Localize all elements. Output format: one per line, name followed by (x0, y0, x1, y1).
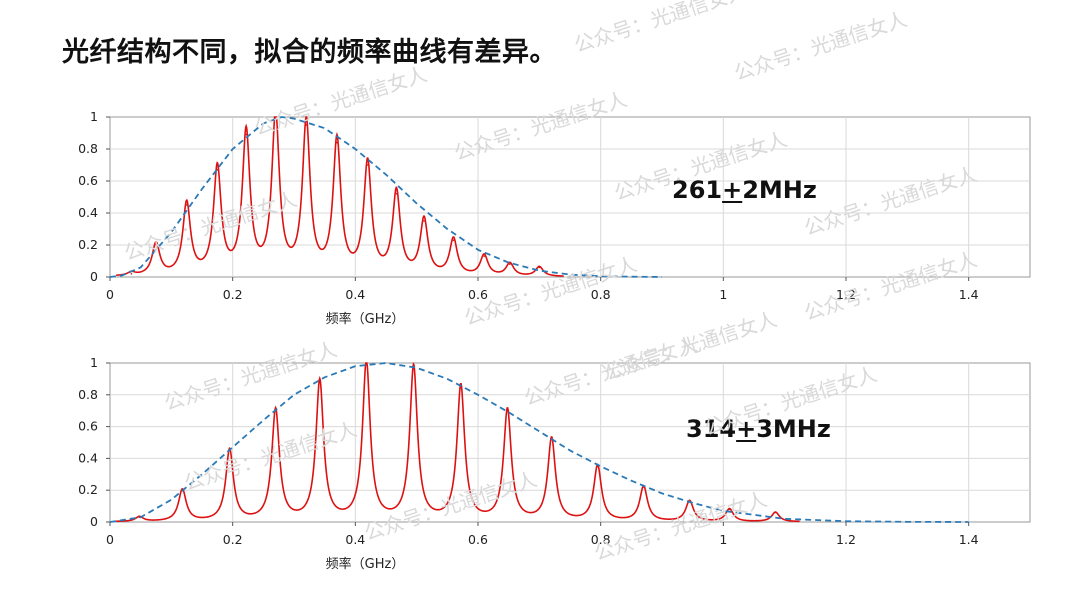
peak-point (366, 164, 369, 166)
x-tick-label: 1.4 (959, 287, 979, 302)
x-tick-label: 0 (106, 532, 114, 547)
watermark: 公众号：光通信女人 (571, 0, 750, 58)
x-tick-label: 0.6 (468, 532, 488, 547)
y-tick-label: 0.8 (78, 141, 98, 156)
y-tick-label: 0.8 (78, 387, 98, 402)
chart-bottom: 0 0.2 0.4 0.6 0.8 1 1.2 1.4 0 0.2 0.4 0.6 0.8 1 频率（GHz… (78, 355, 1031, 572)
x-tick-label: 1 (719, 532, 727, 547)
peak-point (452, 239, 455, 241)
peak-point (216, 169, 219, 171)
x-tick-label: 1.2 (836, 532, 856, 547)
x-tick-label: 0.8 (591, 532, 611, 547)
peak-point (538, 266, 541, 269)
chart-top: 0 0.2 0.4 0.6 0.8 1 1.2 1.4 0 0.2 0.4 0.6 0.8 1 频率（GHz… (78, 109, 1031, 327)
x-tick-label: 0.6 (468, 287, 488, 302)
plot-area (109, 116, 1031, 278)
peak-point (245, 133, 247, 136)
x-tick-label: 1 (719, 287, 727, 302)
plot-area (109, 362, 1031, 523)
y-tick-label: 0.4 (78, 205, 98, 220)
y-tick-label: 1 (90, 109, 98, 124)
peak-point (483, 255, 485, 257)
y-tick-label: 0.6 (78, 419, 98, 434)
series-peaks-line (116, 116, 564, 277)
peak-point (185, 204, 188, 206)
x-tick-label: 1.4 (959, 532, 979, 547)
series-envelope-line (109, 362, 969, 523)
x-axis-label: 频率（GHz） (326, 556, 405, 572)
y-tick-label: 0.6 (78, 173, 98, 188)
y-tick-label: 0.2 (78, 237, 98, 252)
series-envelope-line (109, 116, 663, 278)
peak-point (509, 263, 511, 265)
x-tick-label: 0.2 (223, 532, 243, 547)
peak-point (395, 193, 398, 195)
y-tick-label: 0 (90, 514, 98, 529)
x-tick-label: 0.8 (591, 287, 611, 302)
x-tick-label: 0.4 (345, 287, 365, 302)
peak-point (506, 409, 509, 412)
peak-point (336, 141, 338, 144)
peak-point (423, 220, 425, 222)
y-tick-label: 0 (90, 269, 98, 284)
annotation-label: 314+3MHz (686, 415, 831, 443)
page-title: 光纤结构不同，拟合的频率曲线有差异。 (62, 37, 557, 68)
x-tick-label: 0.2 (223, 287, 243, 302)
x-tick-label: 0 (106, 287, 114, 302)
watermark: 公众号：光通信女人 (731, 6, 910, 86)
peak-point (365, 362, 368, 364)
peak-point (155, 244, 157, 246)
annotation-label: 261+2MHz (672, 176, 817, 204)
peak-point (130, 273, 133, 275)
y-tick-label: 0.4 (78, 450, 98, 465)
peak-point (305, 124, 308, 126)
peak-point (728, 508, 731, 511)
y-tick-label: 0.2 (78, 482, 98, 497)
x-axis-label: 频率（GHz） (326, 311, 405, 327)
peak-point (318, 381, 321, 383)
y-tick-label: 1 (90, 355, 98, 370)
x-tick-label: 0.4 (345, 532, 365, 547)
x-tick-label: 1.2 (836, 287, 856, 302)
peak-point (774, 511, 777, 514)
